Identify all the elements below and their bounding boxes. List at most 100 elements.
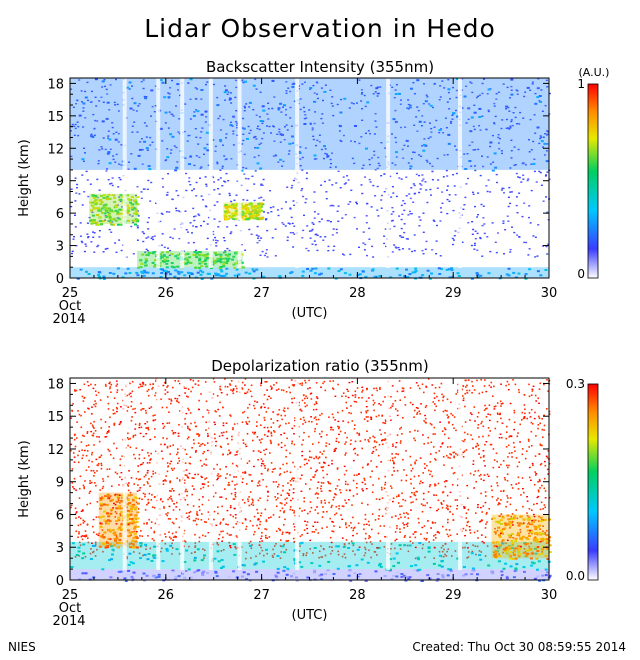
- speckle: [266, 113, 269, 115]
- feature-cell-4: [534, 102, 538, 105]
- speckle: [78, 497, 81, 499]
- speckle: [448, 529, 451, 531]
- speckle: [484, 536, 487, 538]
- speckle: [265, 252, 268, 255]
- speckle: [242, 411, 244, 414]
- speckle: [204, 478, 206, 480]
- feature-cell-2: [120, 507, 124, 510]
- speckle: [274, 255, 277, 257]
- feature-cell-4: [326, 155, 330, 158]
- speckle: [127, 168, 130, 170]
- speckle: [215, 410, 217, 413]
- speckle: [331, 152, 333, 154]
- speckle: [361, 167, 364, 169]
- feature-band-3: [137, 251, 243, 268]
- feature-cell-0: [248, 272, 252, 275]
- speckle: [273, 431, 276, 433]
- speckle: [176, 501, 178, 504]
- speckle: [219, 388, 221, 390]
- speckle: [396, 410, 399, 412]
- plot-background: [70, 378, 549, 580]
- speckle: [236, 122, 239, 124]
- speckle: [285, 502, 288, 504]
- speckle: [148, 492, 151, 495]
- speckle: [449, 534, 452, 536]
- feature-cell-4: [532, 162, 536, 165]
- speckle: [333, 245, 336, 247]
- speckle: [464, 392, 466, 395]
- feature-cell-2: [241, 212, 245, 214]
- speckle: [252, 504, 255, 506]
- speckle: [152, 383, 154, 386]
- speckle: [236, 134, 239, 136]
- feature-cell-3: [521, 535, 525, 538]
- speckle: [170, 149, 173, 151]
- speckle: [139, 464, 142, 466]
- speckle: [337, 220, 340, 222]
- speckle: [472, 193, 475, 195]
- speckle: [207, 485, 210, 487]
- speckle: [85, 454, 88, 457]
- speckle: [510, 89, 513, 91]
- speckle: [506, 495, 508, 497]
- speckle: [310, 506, 313, 509]
- speckle: [409, 401, 412, 404]
- feature-cell-3: [161, 251, 164, 254]
- speckle: [201, 127, 204, 129]
- feature-cell-2: [107, 537, 111, 540]
- feature-cell-1: [487, 564, 491, 567]
- speckle: [494, 405, 497, 407]
- feature-cell-0: [217, 274, 221, 277]
- speckle: [481, 255, 484, 257]
- speckle: [83, 383, 86, 386]
- speckle: [187, 134, 190, 137]
- feature-cell-3: [511, 557, 515, 560]
- speckle: [480, 203, 483, 206]
- speckle: [404, 396, 406, 398]
- feature-cell-0: [513, 569, 517, 572]
- feature-cell-1: [427, 547, 431, 550]
- speckle: [241, 421, 244, 423]
- speckle: [514, 383, 517, 386]
- speckle: [476, 379, 478, 382]
- speckle: [449, 453, 451, 455]
- speckle: [542, 245, 545, 247]
- speckle: [257, 482, 260, 484]
- speckle: [142, 383, 145, 385]
- feature-cell-4: [494, 166, 498, 169]
- feature-cell-1: [152, 554, 156, 557]
- speckle: [139, 478, 141, 480]
- speckle: [116, 402, 119, 405]
- speckle: [111, 122, 114, 124]
- speckle: [320, 545, 322, 547]
- feature-cell-0: [201, 271, 205, 274]
- speckle: [311, 421, 313, 423]
- speckle: [440, 128, 443, 130]
- speckle: [291, 478, 293, 480]
- speckle: [337, 553, 340, 556]
- feature-cell-3: [242, 266, 246, 269]
- speckle: [212, 393, 215, 395]
- speckle: [293, 385, 295, 387]
- speckle: [287, 407, 289, 410]
- feature-cell-4: [491, 169, 495, 172]
- feature-cell-0: [87, 273, 91, 275]
- feature-cell-4: [219, 139, 223, 142]
- speckle: [218, 475, 220, 478]
- speckle: [200, 98, 203, 100]
- feature-cell-0: [402, 574, 406, 577]
- speckle: [321, 556, 324, 558]
- speckle: [332, 228, 335, 230]
- feature-cell-1: [203, 554, 206, 557]
- speckle: [453, 416, 456, 418]
- speckle: [269, 206, 272, 209]
- feature-cell-0: [395, 575, 399, 578]
- feature-cell-4: [343, 97, 347, 100]
- speckle: [232, 133, 235, 135]
- feature-cell-4: [252, 84, 256, 87]
- speckle: [246, 462, 249, 464]
- speckle: [299, 383, 301, 385]
- speckle: [87, 407, 89, 410]
- speckle: [100, 467, 103, 470]
- feature-cell-1: [108, 215, 112, 218]
